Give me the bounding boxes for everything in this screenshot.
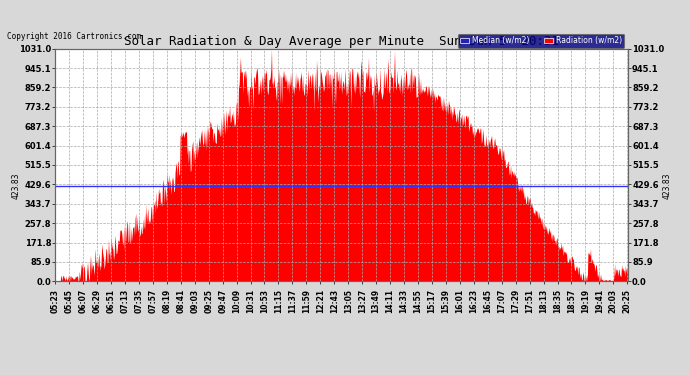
Text: 423.83: 423.83 <box>662 172 671 199</box>
Text: 423.83: 423.83 <box>12 172 21 199</box>
Legend: Median (w/m2), Radiation (w/m2): Median (w/m2), Radiation (w/m2) <box>457 34 624 48</box>
Title: Solar Radiation & Day Average per Minute  Sun Jun 5  20:31: Solar Radiation & Day Average per Minute… <box>124 34 559 48</box>
Text: Copyright 2016 Cartronics.com: Copyright 2016 Cartronics.com <box>7 32 141 41</box>
